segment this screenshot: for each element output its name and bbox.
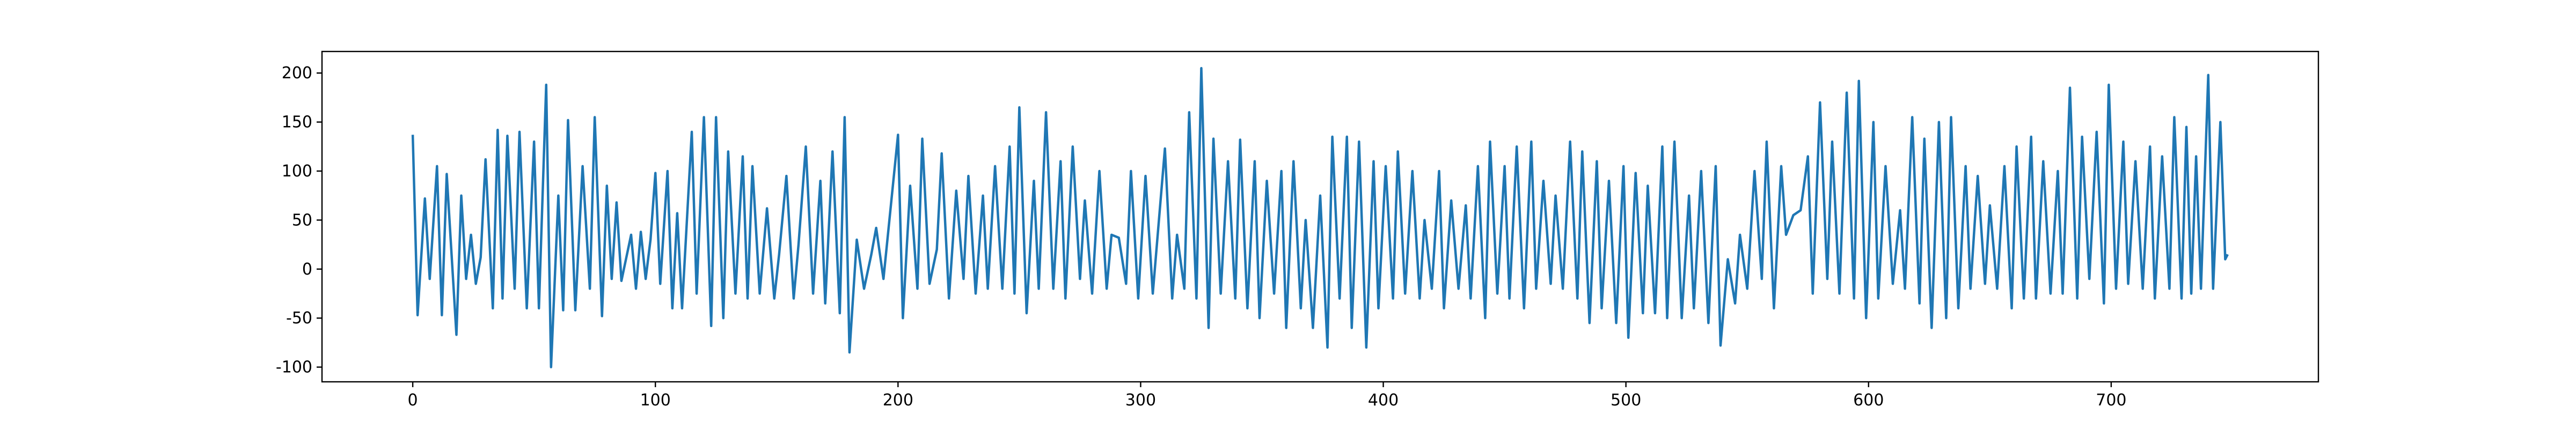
y-tick-label: -100 [276, 358, 312, 377]
y-tick-label: 200 [282, 64, 312, 83]
x-tick-label: 500 [1611, 391, 1641, 410]
x-tick-label: 0 [408, 391, 418, 410]
y-tick-label: 50 [292, 211, 312, 230]
x-tick-label: 400 [1368, 391, 1399, 410]
x-tick-label: 200 [883, 391, 913, 410]
x-tick-label: 600 [1853, 391, 1884, 410]
y-tick-label: -50 [286, 309, 312, 328]
plot-area [411, 66, 2229, 368]
x-tick-label: 300 [1125, 391, 1156, 410]
data-line [411, 66, 2229, 368]
y-tick-label: 100 [282, 162, 312, 181]
x-tick-label: 700 [2096, 391, 2126, 410]
axes-frame [321, 50, 2319, 383]
y-tick-label: 150 [282, 113, 312, 132]
y-tick-label: 0 [302, 260, 312, 279]
x-tick-label: 100 [640, 391, 671, 410]
